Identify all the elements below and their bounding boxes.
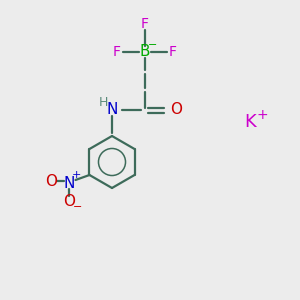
Text: F: F (113, 45, 121, 59)
Text: F: F (169, 45, 177, 59)
Text: O: O (46, 173, 58, 188)
Text: K: K (244, 113, 256, 131)
Text: +: + (256, 108, 268, 122)
Text: N: N (64, 176, 75, 190)
Text: −: − (148, 40, 158, 50)
Text: +: + (72, 170, 81, 180)
Text: −: − (73, 202, 82, 212)
Text: B: B (140, 44, 150, 59)
Text: O: O (170, 103, 182, 118)
Text: H: H (98, 95, 108, 109)
Text: F: F (141, 17, 149, 31)
Text: N: N (106, 103, 118, 118)
Text: O: O (64, 194, 76, 208)
